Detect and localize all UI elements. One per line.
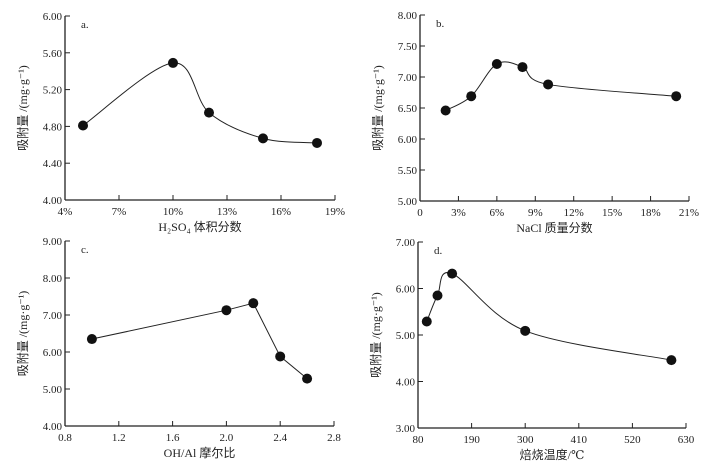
y-tick-label: 5.00 — [396, 330, 416, 342]
y-tick-label: 4.00 — [396, 377, 416, 389]
y-axis-label: 吸附量 /(mg·g⁻¹) — [16, 65, 30, 151]
x-axis-label: H₂SO₄ 体积分数 — [158, 219, 241, 234]
x-tick-label: 4% — [58, 206, 73, 218]
x-tick-label: 2.8 — [327, 432, 341, 444]
x-tick-label: 80 — [413, 434, 425, 446]
x-axis-label: OH/Al 摩尔比 — [164, 445, 236, 460]
x-tick-label: 19% — [325, 206, 345, 218]
y-tick-label: 6.00 — [396, 284, 416, 296]
data-point — [447, 268, 458, 279]
x-tick-label: 7% — [112, 206, 127, 218]
x-tick-label: 410 — [571, 434, 588, 446]
y-tick-label: 4.80 — [43, 121, 63, 133]
chart-panel-b: 5.00 5.50 6.00 6.50 7.00 7.50 8.00 0 3% 6% 9% 12% 15… — [371, 10, 699, 235]
data-point — [248, 298, 259, 309]
data-point — [258, 133, 268, 144]
x-tick-label: 0 — [417, 207, 423, 219]
y-tick-label: 5.60 — [43, 48, 63, 60]
x-tick-label: 1.6 — [166, 432, 180, 444]
y-tick-label: 7.50 — [398, 41, 418, 53]
data-point — [86, 334, 97, 345]
series-line — [82, 62, 318, 144]
x-tick-label: 21% — [679, 207, 699, 219]
y-tick-label: 5.00 — [43, 384, 63, 396]
y-tick-label: 3.00 — [396, 423, 416, 435]
panel-label: b. — [436, 18, 445, 30]
data-point — [466, 91, 477, 102]
y-axis-label: 吸附量 /(mg·g⁻¹) — [16, 291, 30, 377]
data-point — [78, 120, 88, 131]
y-tick-label: 9.00 — [43, 236, 63, 248]
y-tick-label: 4.00 — [43, 195, 63, 207]
x-tick-label: 520 — [624, 434, 641, 446]
x-tick-label: 15% — [602, 207, 622, 219]
data-point — [517, 62, 528, 73]
x-tick-label: 10% — [163, 206, 183, 218]
data-point — [312, 137, 322, 148]
x-tick-label: 300 — [517, 434, 534, 446]
x-tick-label: 2.0 — [220, 432, 234, 444]
y-tick-label: 8.00 — [43, 273, 63, 285]
x-tick-label: 6% — [490, 207, 505, 219]
x-tick-label: 12% — [564, 207, 584, 219]
panel-label: c. — [81, 244, 89, 256]
chart-panel-a: 4.00 4.40 4.80 5.20 5.60 6.00 4% 7% 10% 13% 16% 19%… — [16, 11, 345, 234]
y-tick-label: 6.00 — [43, 11, 63, 23]
chart-panel-d: 3.00 4.00 5.00 6.00 7.00 80 190 300 410 520 630 d. 焙… — [369, 237, 695, 462]
x-tick-label: 190 — [463, 434, 480, 446]
data-point — [491, 58, 502, 69]
y-tick-label: 7.00 — [398, 72, 418, 84]
y-tick-label: 7.00 — [43, 310, 63, 322]
data-point — [666, 355, 677, 366]
x-axis-label: NaCl 质量分数 — [516, 220, 592, 235]
series-line — [426, 272, 672, 361]
series-line — [445, 61, 677, 111]
data-point — [421, 316, 432, 327]
y-tick-label: 5.20 — [43, 85, 63, 97]
data-point — [221, 305, 232, 316]
x-tick-label: 2.4 — [273, 432, 287, 444]
y-tick-label: 6.50 — [398, 103, 418, 115]
data-point — [520, 325, 531, 336]
x-tick-label: 16% — [271, 206, 291, 218]
y-tick-label: 4.40 — [43, 158, 63, 170]
x-tick-label: 0.8 — [58, 432, 72, 444]
y-tick-label: 6.00 — [398, 134, 418, 146]
y-tick-label: 4.00 — [43, 421, 63, 433]
y-axis-label: 吸附量 /(mg·g⁻¹) — [371, 65, 385, 151]
y-tick-label: 5.50 — [398, 165, 418, 177]
chart-panel-c: 4.00 5.00 6.00 7.00 8.00 9.00 0.8 1.2 1.6 2.0 2.4 2… — [16, 236, 341, 460]
data-point — [440, 105, 451, 116]
data-point — [204, 107, 214, 118]
x-axis-label: 焙烧温度/℃ — [520, 447, 585, 462]
y-axis-label: 吸附量 /(mg·g⁻¹) — [369, 292, 383, 378]
x-tick-label: 18% — [640, 207, 660, 219]
x-tick-label: 630 — [678, 434, 695, 446]
x-tick-label: 13% — [217, 206, 237, 218]
y-tick-label: 7.00 — [396, 237, 416, 249]
y-tick-label: 6.00 — [43, 347, 63, 359]
series-line — [91, 302, 308, 380]
panel-label: d. — [434, 245, 443, 257]
data-point — [275, 351, 286, 362]
y-tick-label: 5.00 — [398, 196, 418, 208]
x-tick-label: 9% — [528, 207, 543, 219]
y-tick-label: 8.00 — [398, 10, 418, 22]
data-point — [671, 91, 682, 102]
data-point — [543, 79, 554, 90]
data-point — [302, 373, 313, 384]
x-tick-label: 1.2 — [112, 432, 126, 444]
x-tick-label: 3% — [451, 207, 466, 219]
panel-label: a. — [81, 19, 89, 31]
data-point — [432, 290, 443, 301]
data-point — [168, 57, 178, 68]
